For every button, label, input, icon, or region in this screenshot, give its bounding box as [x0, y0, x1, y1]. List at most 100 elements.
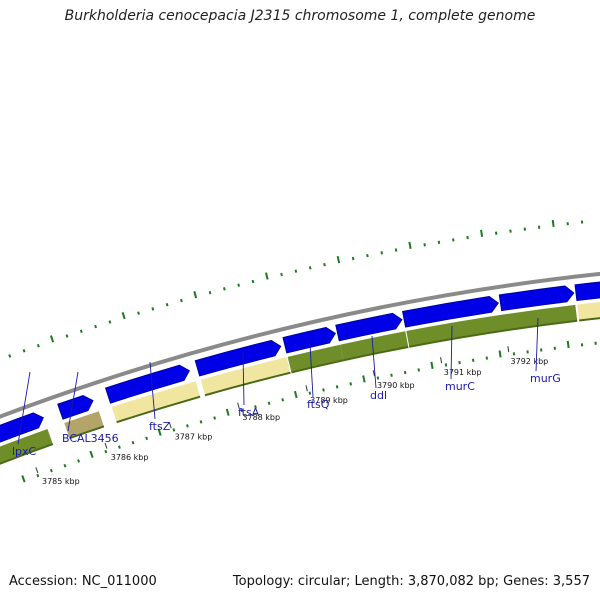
gene-track: [0, 281, 600, 443]
skew-dot: [151, 307, 155, 311]
skew-dot: [131, 440, 135, 445]
skew-dot: [65, 334, 69, 338]
skew-dot: [362, 375, 366, 383]
skew-dot: [480, 229, 484, 237]
gene-arrow: [104, 364, 190, 404]
skew-dot: [193, 291, 198, 299]
gene-arrow: [335, 312, 403, 342]
skew-dot: [351, 256, 355, 261]
gene-label[interactable]: ftsQ: [307, 398, 330, 411]
gene-arrow: [402, 295, 499, 328]
skew-dot: [104, 449, 108, 454]
gene-arrow: [57, 395, 94, 420]
gene-label[interactable]: lpxC: [12, 445, 37, 458]
skew-dot: [458, 360, 461, 365]
kbp-tick-label: 3788 kbp: [242, 413, 280, 422]
kbp-tick-mark: [35, 467, 39, 474]
cds-shade-block: [287, 344, 344, 373]
gene-label-leader: [535, 317, 539, 372]
gene-label-leader: [309, 343, 314, 398]
kbp-tick-mark: [507, 346, 510, 353]
skew-dot: [437, 240, 441, 244]
gene-label[interactable]: murC: [445, 380, 475, 393]
skew-dot: [254, 405, 257, 409]
kbp-tick-label: 3790 kbp: [377, 381, 415, 390]
kbp-tick-label: 3789 kbp: [310, 396, 348, 405]
skew-dot: [444, 363, 448, 367]
gene-label[interactable]: BCAL3456: [62, 432, 119, 445]
skew-dot: [145, 436, 149, 441]
cds-shade-block: [111, 381, 201, 423]
skew-dot: [417, 368, 421, 372]
cds-shade-edge: [409, 319, 578, 348]
skew-dot: [566, 340, 570, 349]
skew-dot: [89, 450, 94, 458]
skew-dot: [21, 475, 26, 483]
skew-dot: [49, 335, 55, 343]
kbp-tick-label: 3787 kbp: [175, 433, 213, 442]
skew-dot: [323, 262, 326, 267]
cds-shade-edge: [69, 425, 105, 440]
gene-label-leader: [371, 335, 377, 389]
gene-arrow: [498, 285, 575, 312]
gene-label[interactable]: murG: [530, 372, 561, 385]
gene-arrow: [574, 281, 600, 302]
skew-dot: [376, 376, 380, 380]
skew-dot: [265, 272, 269, 280]
kbp-tick-mark: [372, 370, 375, 377]
cds-shade-track: [0, 302, 600, 465]
skew-dot: [36, 473, 40, 478]
cds-shade-block: [406, 304, 578, 347]
skew-dot: [117, 445, 121, 449]
skew-dot: [390, 373, 393, 377]
skew-dot: [137, 311, 140, 315]
skew-dot: [36, 344, 40, 348]
gene-label[interactable]: ddl: [370, 389, 387, 402]
kbp-tick-mark: [168, 422, 172, 429]
gene-label[interactable]: ftsZ: [149, 420, 171, 433]
kbp-tick-label: 3791 kbp: [444, 368, 482, 377]
cds-shade-edge: [116, 395, 201, 424]
cds-shade-edge: [291, 359, 344, 374]
gene-arrow: [194, 339, 282, 377]
cds-shade-edge: [0, 443, 54, 465]
skew-dot: [294, 269, 298, 273]
cds-shade-edge: [204, 371, 291, 397]
cds-shade-edge: [343, 345, 409, 362]
skew-dot: [251, 279, 255, 284]
skew-dot: [408, 241, 412, 250]
skew-dot: [225, 408, 230, 416]
skew-dot: [280, 272, 283, 277]
skew-dot: [308, 266, 312, 270]
skew-dot: [281, 398, 285, 402]
skew-dot: [423, 243, 426, 247]
skew-dot: [199, 420, 203, 424]
gene-label-leader: [149, 361, 156, 420]
kbp-tick-label: 3785 kbp: [42, 477, 80, 486]
skew-dot: [49, 468, 53, 473]
skew-dot: [551, 219, 555, 228]
gene-label-leader: [67, 371, 79, 432]
skew-dot: [186, 424, 189, 428]
skew-dot: [380, 251, 384, 255]
gene-arrow: [282, 326, 337, 354]
skew-dot: [79, 329, 83, 333]
skew-dot: [498, 350, 502, 358]
skew-dot: [22, 349, 26, 353]
gene-label[interactable]: ftsA: [238, 406, 260, 419]
skew-dot: [349, 382, 353, 386]
skew-dot: [430, 361, 434, 370]
skew-dot: [121, 311, 126, 320]
skew-dot: [208, 290, 212, 295]
map-title: Burkholderia cenocepacia J2315 chromosom…: [64, 8, 536, 24]
skew-dot: [165, 302, 169, 307]
skew-dot: [94, 324, 98, 329]
skew-dot: [403, 370, 407, 375]
accession-text: Accession: NC_011000: [9, 574, 157, 589]
skew-dot: [63, 463, 67, 468]
cds-shade-block: [577, 302, 600, 321]
kbp-ticks: 3785 kbp 3786 kbp 3787 kbp 3788 kbp 3789 kbp…: [35, 346, 548, 486]
gene-label-leader: [450, 325, 453, 380]
kbp-tick-mark: [440, 357, 443, 364]
